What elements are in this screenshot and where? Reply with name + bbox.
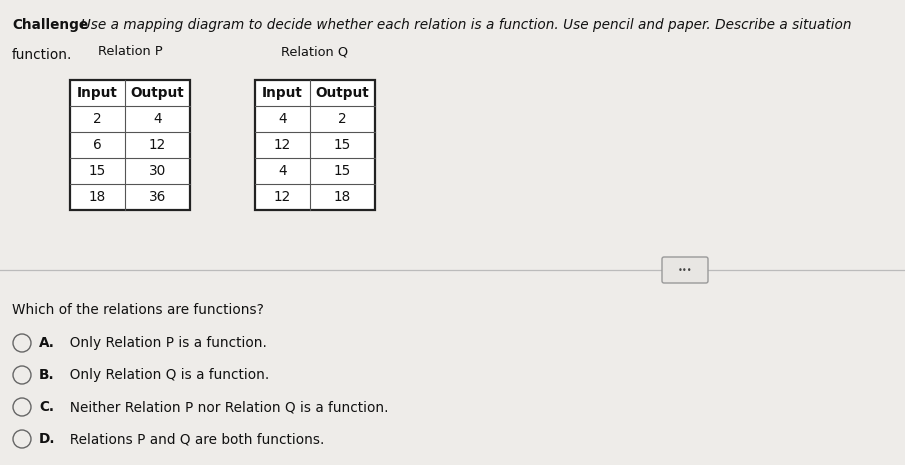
Bar — [70, 80, 190, 210]
Text: Relation P: Relation P — [98, 45, 162, 58]
Text: 2: 2 — [93, 112, 101, 126]
Text: Challenge: Challenge — [12, 18, 88, 32]
Text: 12: 12 — [274, 138, 291, 152]
Text: Output: Output — [130, 86, 185, 100]
Text: 4: 4 — [278, 164, 287, 178]
Text: Input: Input — [262, 86, 303, 100]
Text: 2: 2 — [338, 112, 347, 126]
Text: 4: 4 — [278, 112, 287, 126]
Text: Use a mapping diagram to decide whether each relation is a function. Use pencil : Use a mapping diagram to decide whether … — [72, 18, 852, 32]
Text: 18: 18 — [89, 190, 106, 204]
Text: Only Relation Q is a function.: Only Relation Q is a function. — [61, 368, 270, 382]
Text: Relation Q: Relation Q — [281, 45, 348, 58]
Text: D.: D. — [39, 432, 55, 446]
Text: 15: 15 — [334, 138, 351, 152]
Text: 18: 18 — [334, 190, 351, 204]
Text: 12: 12 — [149, 138, 167, 152]
Text: •••: ••• — [678, 266, 692, 274]
Bar — [255, 80, 375, 210]
Text: 15: 15 — [89, 164, 106, 178]
Text: Which of the relations are functions?: Which of the relations are functions? — [12, 303, 264, 317]
Text: A.: A. — [39, 336, 55, 350]
Text: 36: 36 — [149, 190, 167, 204]
Text: Neither Relation P nor Relation Q is a function.: Neither Relation P nor Relation Q is a f… — [61, 400, 388, 414]
Text: Relations P and Q are both functions.: Relations P and Q are both functions. — [61, 432, 324, 446]
Text: function.: function. — [12, 48, 72, 62]
Text: B.: B. — [39, 368, 54, 382]
Text: Output: Output — [316, 86, 369, 100]
Text: 12: 12 — [274, 190, 291, 204]
Text: Input: Input — [77, 86, 118, 100]
Text: 30: 30 — [149, 164, 167, 178]
Text: 4: 4 — [153, 112, 162, 126]
FancyBboxPatch shape — [662, 257, 708, 283]
Text: 6: 6 — [93, 138, 101, 152]
Text: 15: 15 — [334, 164, 351, 178]
Text: Only Relation P is a function.: Only Relation P is a function. — [61, 336, 267, 350]
Text: C.: C. — [39, 400, 54, 414]
